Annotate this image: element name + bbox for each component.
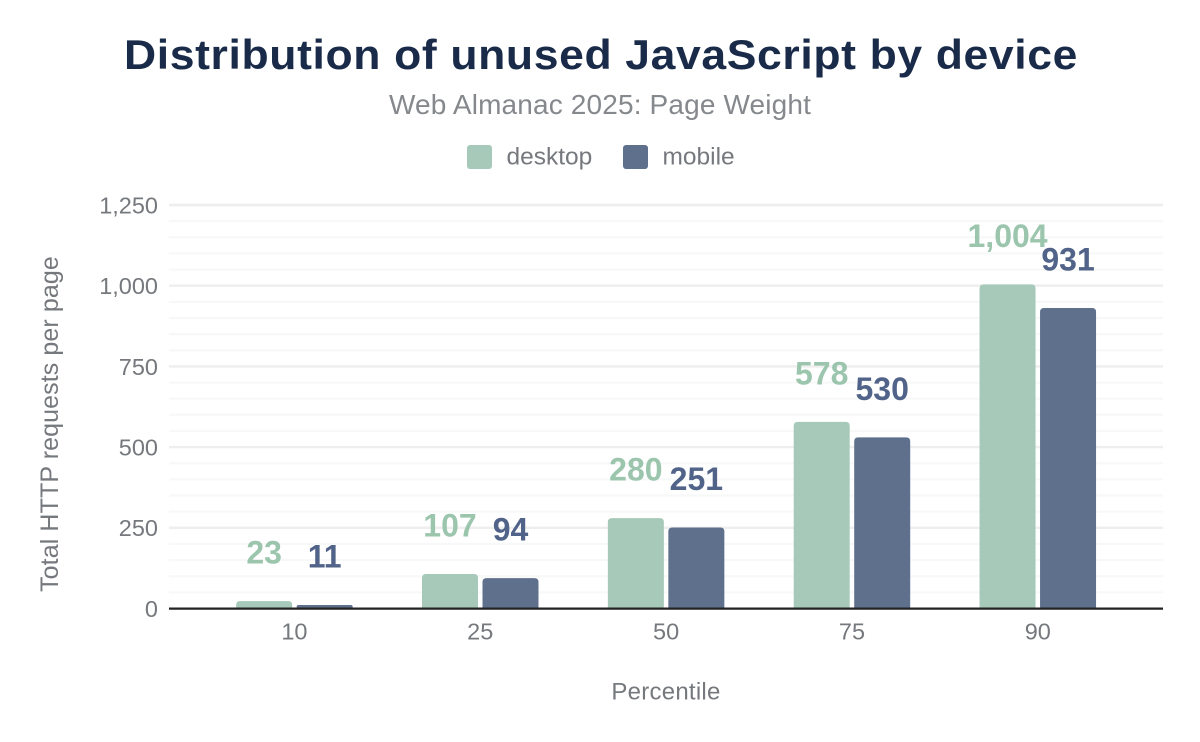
svg-text:931: 931 xyxy=(1041,241,1094,277)
svg-text:1,004: 1,004 xyxy=(968,218,1048,254)
svg-text:250: 250 xyxy=(119,515,158,541)
svg-text:500: 500 xyxy=(119,435,158,461)
svg-text:1,000: 1,000 xyxy=(99,273,158,299)
svg-text:530: 530 xyxy=(856,371,909,407)
svg-text:Web Almanac 2025: Page Weight: Web Almanac 2025: Page Weight xyxy=(389,89,811,120)
svg-text:1,250: 1,250 xyxy=(99,192,158,218)
svg-text:mobile: mobile xyxy=(663,144,735,171)
svg-text:578: 578 xyxy=(795,355,848,391)
svg-text:11: 11 xyxy=(308,538,342,574)
svg-text:280: 280 xyxy=(609,452,662,488)
svg-text:Distribution of unused JavaScr: Distribution of unused JavaScript by dev… xyxy=(124,32,1078,78)
svg-text:107: 107 xyxy=(423,507,476,543)
svg-text:desktop: desktop xyxy=(507,144,593,171)
svg-text:Total HTTP requests per page: Total HTTP requests per page xyxy=(36,256,64,592)
svg-text:Percentile: Percentile xyxy=(611,678,720,705)
svg-text:90: 90 xyxy=(1025,619,1051,645)
svg-text:25: 25 xyxy=(467,619,493,645)
svg-text:10: 10 xyxy=(281,619,307,645)
svg-text:94: 94 xyxy=(493,512,529,548)
svg-text:0: 0 xyxy=(145,596,158,622)
svg-text:750: 750 xyxy=(119,354,158,380)
svg-text:50: 50 xyxy=(653,619,679,645)
svg-text:75: 75 xyxy=(839,619,865,645)
svg-text:23: 23 xyxy=(246,535,282,571)
svg-text:251: 251 xyxy=(670,461,723,497)
